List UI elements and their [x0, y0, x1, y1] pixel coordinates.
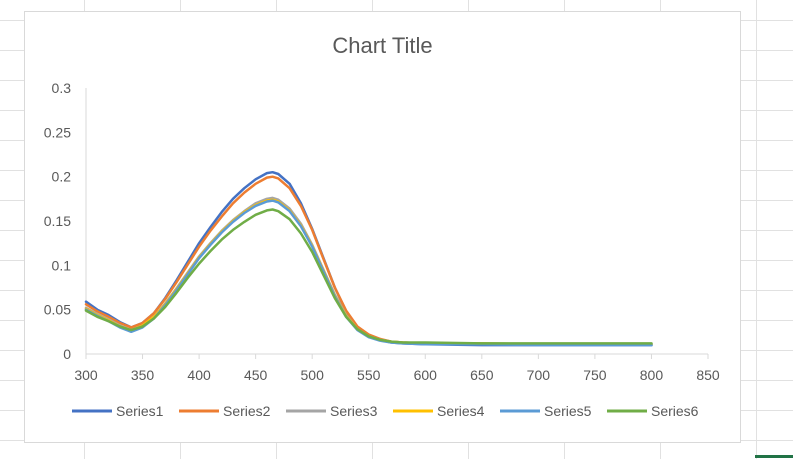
- x-axis: 300 350 400 450 500 550 600 650 700 750 800 850: [74, 353, 720, 383]
- y-tick-label: 0.3: [52, 80, 72, 96]
- x-tick-label: 850: [696, 367, 720, 383]
- series-line-2[interactable]: [84, 175, 653, 346]
- x-tick-label: 750: [583, 367, 607, 383]
- legend-label: Series6: [651, 403, 699, 419]
- legend-item-6[interactable]: Series6: [607, 403, 699, 419]
- y-tick-label: 0.25: [44, 124, 71, 140]
- y-tick-label: 0: [63, 346, 71, 362]
- x-tick-label: 700: [527, 367, 551, 383]
- legend-label: Series2: [223, 403, 271, 419]
- sheet-selection-marker: [755, 455, 793, 458]
- y-tick-label: 0.1: [52, 257, 72, 273]
- x-tick-label: 800: [640, 367, 664, 383]
- y-axis: 0 0.05 0.1 0.15 0.2 0.25 0.3: [44, 80, 87, 362]
- legend-label: Series5: [544, 403, 592, 419]
- y-tick-label: 0.15: [44, 213, 71, 229]
- x-tick-label: 400: [187, 367, 211, 383]
- legend-item-1[interactable]: Series1: [72, 403, 164, 419]
- legend-label: Series1: [116, 403, 164, 419]
- series-line-3[interactable]: [84, 196, 653, 346]
- x-tick-label: 300: [74, 367, 98, 383]
- series-line-5[interactable]: [84, 199, 653, 347]
- x-tick-label: 450: [244, 367, 268, 383]
- x-tick-label: 350: [131, 367, 155, 383]
- legend-label: Series3: [330, 403, 378, 419]
- x-tick-label: 650: [470, 367, 494, 383]
- x-tick-label: 550: [357, 367, 381, 383]
- series-lines[interactable]: [84, 170, 653, 347]
- legend-item-4[interactable]: Series4: [393, 403, 485, 419]
- legend-item-2[interactable]: Series2: [179, 403, 271, 419]
- y-tick-label: 0.05: [44, 302, 71, 318]
- plot-area[interactable]: 0 0.05 0.1 0.15 0.2 0.25 0.3 300 350 400 450 500 55…: [25, 12, 742, 444]
- legend-label: Series4: [437, 403, 485, 419]
- chart-area[interactable]: Chart Title 0 0.05 0.1 0.15 0.2 0.25 0.3 300 35…: [24, 11, 741, 443]
- chart-title[interactable]: Chart Title: [332, 33, 433, 58]
- x-tick-label: 600: [414, 367, 438, 383]
- y-tick-label: 0.2: [52, 169, 72, 185]
- series-line-4[interactable]: [84, 198, 653, 346]
- series-line-6[interactable]: [84, 208, 653, 345]
- legend-item-5[interactable]: Series5: [500, 403, 592, 419]
- legend[interactable]: Series1 Series2 Series3 Series4 Series5 Serie…: [72, 403, 699, 419]
- x-tick-label: 500: [301, 367, 325, 383]
- series-line-1[interactable]: [84, 170, 653, 347]
- legend-item-3[interactable]: Series3: [286, 403, 378, 419]
